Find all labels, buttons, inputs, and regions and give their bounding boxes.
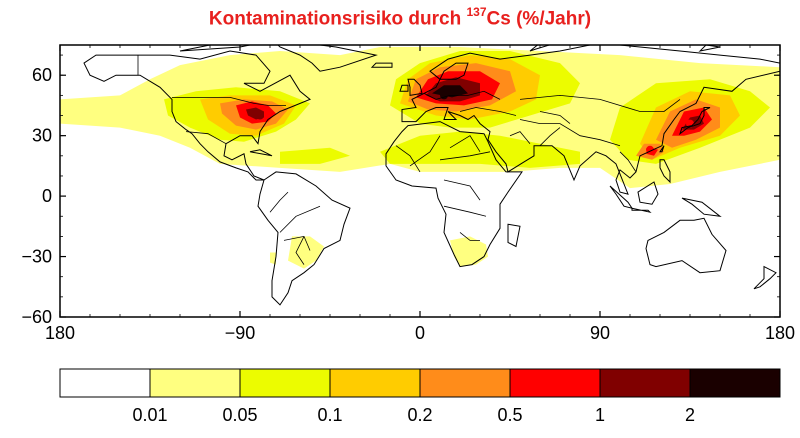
land-outline-11 — [659, 159, 671, 184]
country-border-15 — [459, 107, 517, 116]
country-border-13 — [449, 135, 481, 153]
country-border-16 — [519, 119, 621, 147]
x-tick-label-1: −90 — [225, 323, 256, 343]
colorbar: 0.01 0.05 0.1 0.2 0.5 1 2 — [59, 368, 781, 425]
country-border-18 — [539, 111, 571, 124]
country-border-11 — [395, 145, 421, 173]
land-outline-2 — [257, 171, 351, 306]
land-outline-13 — [631, 207, 652, 214]
country-border-19 — [619, 151, 637, 173]
colorbar-label-5: 1 — [595, 405, 605, 425]
colorbar-bin-4 — [419, 368, 511, 398]
colorbar-bin-2 — [239, 368, 331, 398]
country-border-17 — [519, 94, 681, 112]
contour-region-23 — [280, 147, 350, 164]
y-tick-label-4: −60 — [21, 307, 52, 327]
contour-region-1 — [450, 236, 488, 267]
colorbar-bin-7 — [689, 368, 781, 398]
land-outline-16 — [645, 217, 727, 274]
map-title: Kontaminationsrisiko durch 137Cs (%/Jahr… — [0, 5, 800, 30]
land-outline-5 — [407, 78, 423, 96]
colorbar-label-3: 0.2 — [407, 405, 432, 425]
land-outline-8 — [439, 62, 469, 80]
colorbar-label-4: 0.5 — [497, 405, 522, 425]
x-tick-label-3: 90 — [590, 323, 610, 343]
land-outline-4 — [385, 121, 523, 268]
land-outline-9 — [679, 107, 711, 136]
country-border-14 — [423, 90, 501, 100]
x-tick-label-4: 180 — [765, 323, 795, 343]
contour-region-3 — [270, 252, 276, 265]
colorbar-bin-1 — [149, 368, 241, 398]
plot-area — [60, 45, 780, 317]
hotspot-0 — [256, 111, 264, 120]
y-tick-label-0: 60 — [32, 65, 52, 85]
x-tick-label-2: 0 — [415, 323, 425, 343]
contour-region-2 — [288, 236, 324, 269]
land-outline-18 — [507, 223, 521, 248]
colorbar-bin-0 — [59, 368, 151, 398]
country-border-10 — [459, 232, 480, 241]
land-outline-19 — [249, 149, 273, 157]
country-border-7 — [439, 151, 491, 161]
colorbar-label-6: 2 — [685, 405, 695, 425]
land-outline-1 — [277, 45, 378, 72]
y-tick-label-2: 0 — [42, 186, 52, 206]
land-outline-6 — [399, 84, 409, 92]
land-outline-0 — [83, 50, 311, 181]
colorbar-bin-5 — [509, 368, 601, 398]
country-border-21 — [539, 127, 561, 146]
colorbar-label-1: 0.05 — [222, 405, 257, 425]
country-border-6 — [295, 236, 305, 265]
country-border-1 — [185, 131, 227, 145]
title-isotope-mass: 137 — [466, 5, 487, 19]
country-border-12 — [409, 135, 441, 167]
land-outline-7 — [370, 62, 393, 68]
land-outline-15 — [681, 197, 722, 218]
land-outline-12 — [609, 185, 634, 209]
land-outline-17 — [753, 265, 777, 290]
y-tick-label-3: −30 — [21, 247, 52, 267]
country-border-5 — [269, 191, 289, 213]
colorbar-label-0: 0.01 — [132, 405, 167, 425]
country-border-0 — [172, 97, 286, 106]
country-border-4 — [279, 205, 321, 233]
country-border-9 — [443, 205, 487, 217]
land-outline-3 — [401, 45, 780, 195]
country-border-20 — [509, 131, 531, 144]
colorbar-bin-3 — [329, 368, 421, 398]
title-unit: (%/Jahr) — [510, 8, 592, 30]
x-tick-label-0: 180 — [45, 323, 75, 343]
y-axis: 60 30 0 −30 −60 — [21, 54, 780, 327]
title-isotope-symbol: Cs — [486, 8, 511, 30]
y-tick-label-1: 30 — [32, 126, 52, 146]
land-outline-10 — [659, 145, 665, 153]
title-prefix: Kontaminationsrisiko durch — [208, 8, 467, 30]
colorbar-label-2: 0.1 — [317, 405, 342, 425]
colorbar-bin-6 — [599, 368, 691, 398]
land-outline-22 — [698, 45, 721, 52]
country-border-8 — [443, 179, 481, 201]
land-outline-14 — [637, 181, 659, 205]
x-axis: 180 −90 0 90 180 — [45, 45, 795, 343]
